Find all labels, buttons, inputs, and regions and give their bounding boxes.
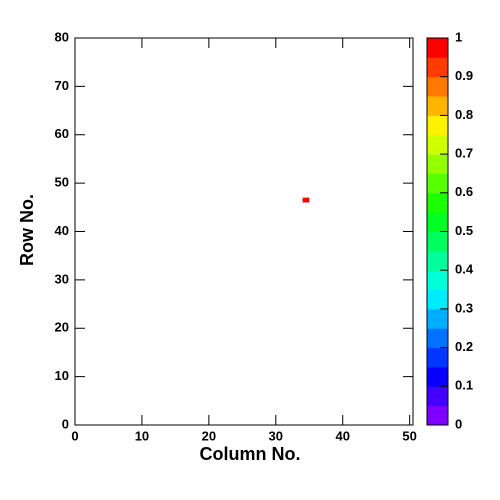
colorbar-band <box>427 308 448 329</box>
colorbar-band <box>427 154 448 174</box>
colorbar-tick-label: 0.3 <box>455 300 473 315</box>
colorbar-tick-label: 0.1 <box>455 378 473 393</box>
colorbar-band <box>427 57 448 78</box>
colorbar-band <box>427 134 448 155</box>
x-axis-title: Column No. <box>200 444 301 464</box>
x-tick-label: 40 <box>335 428 349 443</box>
y-tick-label: 30 <box>55 271 69 286</box>
colorbar-band <box>427 270 448 291</box>
colorbar-tick-label: 0.6 <box>455 184 473 199</box>
y-axis-title: Row No. <box>17 194 37 266</box>
colorbar-band <box>427 405 448 426</box>
colorbar-band <box>427 250 448 271</box>
colorbar-tick-label: 0 <box>455 416 462 431</box>
x-tick-label: 30 <box>269 428 283 443</box>
colorbar-band <box>427 347 448 368</box>
colorbar-band <box>427 366 448 387</box>
x-tick-label: 0 <box>71 428 78 443</box>
colorbar-tick-label: 0.8 <box>455 107 473 122</box>
cell <box>302 197 310 203</box>
x-tick-label: 10 <box>135 428 149 443</box>
y-tick-label: 70 <box>55 78 69 93</box>
colorbar-tick-label: 0.4 <box>455 262 474 277</box>
colorbar-band <box>427 192 448 213</box>
colorbar-band <box>427 96 448 116</box>
colorbar-tick-label: 0.7 <box>455 146 473 161</box>
colorbar-band <box>427 173 448 194</box>
colorbar-band <box>427 328 448 349</box>
x-tick-label: 20 <box>202 428 216 443</box>
colorbar-band <box>427 212 448 232</box>
colorbar-band <box>427 76 448 97</box>
y-tick-label: 40 <box>55 223 69 238</box>
colorbar-tick-label: 0.5 <box>455 223 473 238</box>
y-tick-label: 0 <box>62 416 69 431</box>
colorbar-tick-label: 0.2 <box>455 339 473 354</box>
colorbar-band <box>427 386 448 407</box>
colorbar-band <box>427 115 448 136</box>
colorbar-band <box>427 289 448 310</box>
y-tick-label: 10 <box>55 368 69 383</box>
colorbar-band <box>427 231 448 252</box>
y-tick-label: 50 <box>55 175 69 190</box>
y-tick-label: 20 <box>55 320 69 335</box>
colorbar-band <box>427 38 448 58</box>
x-tick-label: 50 <box>402 428 416 443</box>
y-tick-label: 60 <box>55 126 69 141</box>
colorbar-tick-label: 0.9 <box>455 68 473 83</box>
y-tick-label: 80 <box>55 29 69 44</box>
colorbar-tick-label: 1 <box>455 29 462 44</box>
